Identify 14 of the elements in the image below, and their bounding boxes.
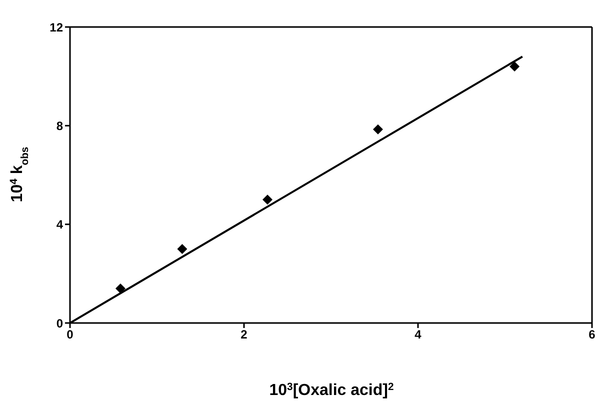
point bbox=[372, 124, 383, 134]
y-tick-label: 12 bbox=[50, 20, 64, 34]
y-tick-label: 8 bbox=[56, 118, 64, 133]
x-tick-label: 6 bbox=[588, 328, 596, 342]
x-tick-label: 0 bbox=[66, 328, 74, 342]
point bbox=[262, 194, 272, 205]
y-tick-label: 0 bbox=[56, 316, 64, 330]
y-tick-label: 4 bbox=[56, 218, 64, 232]
x-axis-title: 10$^{3}$[Oxalic acid]$^{2}$ bbox=[269, 382, 394, 399]
x-tick-label: 2 bbox=[240, 328, 248, 342]
x-tick-label: 4 bbox=[414, 328, 422, 342]
point bbox=[510, 61, 520, 72]
point bbox=[177, 244, 188, 254]
point bbox=[115, 283, 126, 294]
